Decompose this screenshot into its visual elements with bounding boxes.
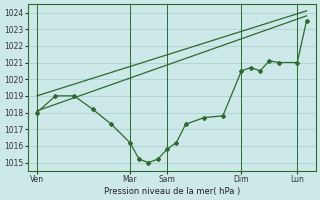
X-axis label: Pression niveau de la mer( hPa ): Pression niveau de la mer( hPa ) (104, 187, 240, 196)
